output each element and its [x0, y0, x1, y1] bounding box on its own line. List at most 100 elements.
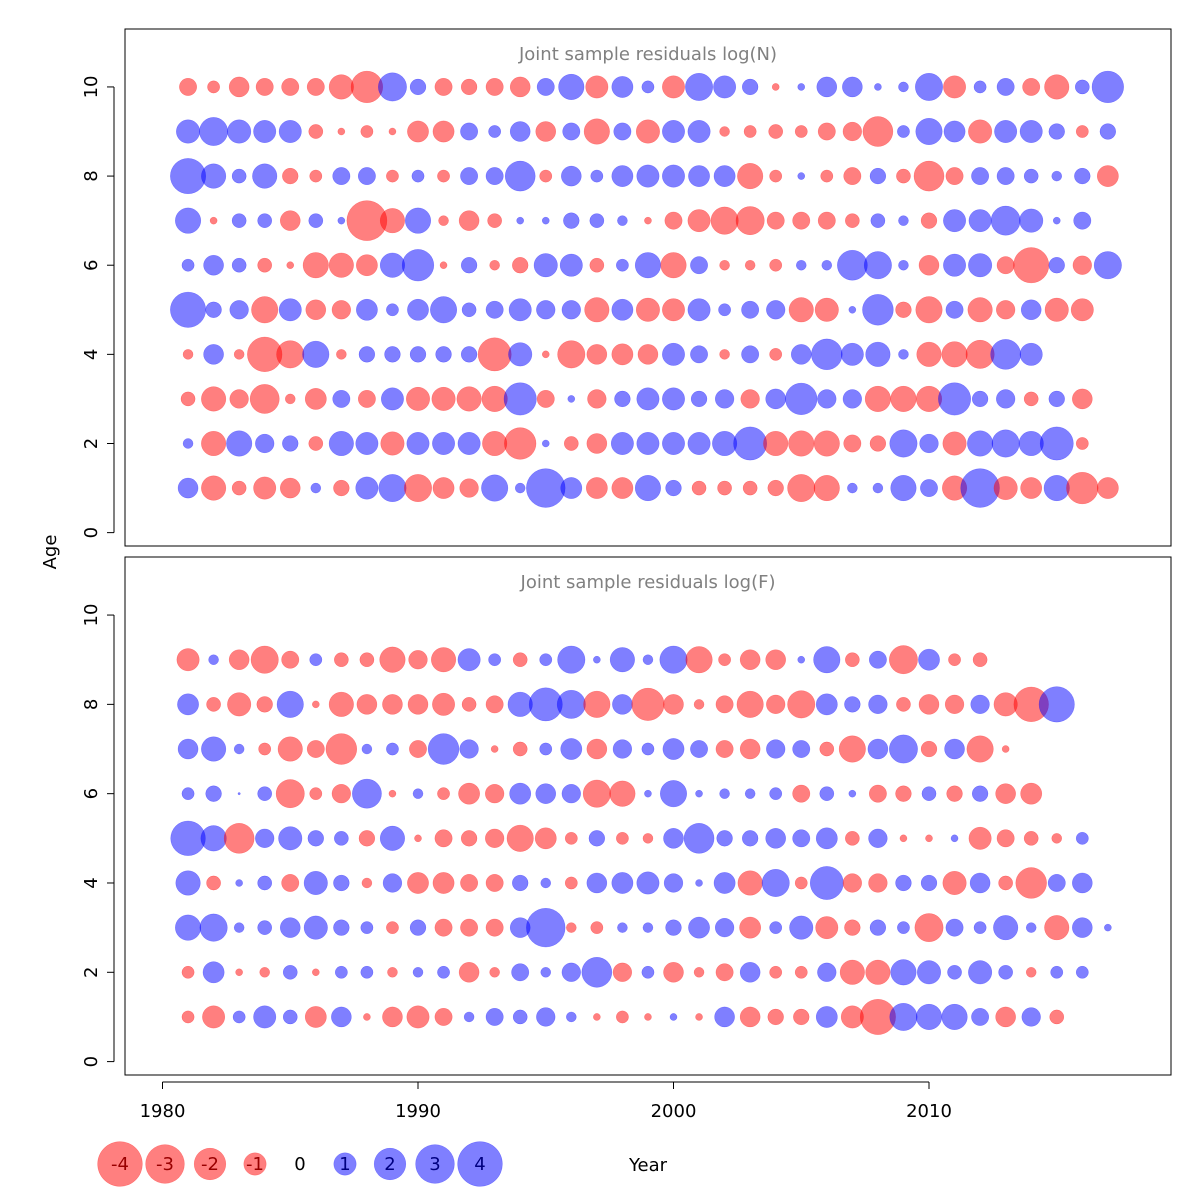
residual-bubble — [1091, 70, 1124, 104]
residual-bubble — [506, 824, 534, 852]
legend-label: 0 — [294, 1154, 305, 1175]
residual-bubble — [328, 430, 354, 457]
residual-bubble — [460, 167, 479, 186]
residual-bubble — [227, 692, 252, 717]
residual-bubble — [768, 124, 784, 139]
residual-bubble — [611, 477, 634, 499]
residual-bubble — [797, 655, 806, 664]
residual-bubble — [662, 387, 685, 411]
residual-bubble — [766, 300, 786, 320]
residual-bubble — [284, 393, 296, 405]
residual-bubble — [170, 820, 206, 856]
residual-bubble — [966, 735, 994, 763]
residual-bubble — [821, 259, 833, 271]
residual-bubble — [566, 922, 577, 933]
residual-bubble — [388, 127, 397, 136]
residual-bubble — [611, 872, 634, 894]
residual-bubble — [998, 875, 1013, 891]
residual-bubble — [276, 690, 304, 718]
residual-bubble — [386, 169, 399, 183]
residual-bubble — [898, 259, 909, 271]
residual-bubble — [386, 742, 399, 756]
panel-log-n: Joint sample residuals log(N) 0 2 4 6 8 10 — [81, 28, 1172, 547]
residual-bubble — [609, 647, 635, 673]
residual-bubble — [690, 390, 708, 408]
residual-bubble — [485, 918, 504, 937]
residual-bubble — [432, 477, 455, 499]
residual-bubble — [792, 211, 811, 230]
residual-bubble — [817, 122, 836, 141]
residual-bubble — [209, 216, 218, 225]
residual-bubble — [556, 689, 586, 719]
residual-bubble — [276, 340, 305, 369]
residual-bubble — [636, 387, 660, 411]
residual-bubble — [744, 259, 756, 271]
residual-bubble — [616, 1010, 629, 1024]
residual-bubble — [228, 76, 250, 98]
residual-bubble — [227, 119, 252, 144]
residual-bubble — [714, 1006, 735, 1028]
residual-bubble — [815, 693, 838, 716]
residual-bubble — [610, 432, 634, 455]
x-axis: 1980 1990 2000 2010 — [140, 1081, 952, 1122]
residual-bubble — [995, 783, 1016, 804]
residual-bubble — [584, 297, 610, 323]
residual-bubble — [305, 299, 327, 321]
residual-bubble — [461, 697, 477, 712]
residual-bubble — [509, 76, 531, 98]
residual-bubble — [356, 254, 378, 277]
residual-bubble — [360, 921, 374, 935]
residual-bubble — [207, 80, 220, 94]
residual-bubble — [916, 341, 942, 367]
residual-bubble — [996, 300, 1016, 320]
residual-bubble — [869, 167, 887, 185]
residual-bubble — [664, 211, 683, 230]
residual-bubble — [434, 829, 453, 848]
residual-bubble — [201, 475, 227, 501]
residual-bubble — [968, 960, 993, 985]
residual-bubble — [257, 213, 273, 228]
residual-bubble — [439, 261, 448, 270]
residual-bubble — [485, 828, 505, 848]
residual-bubble — [1075, 125, 1089, 138]
residual-bubble — [842, 389, 862, 409]
residual-bubble — [586, 433, 608, 454]
residual-bubble — [967, 297, 993, 323]
residual-bubble — [176, 119, 201, 144]
residual-bubble — [233, 349, 245, 360]
residual-bubble — [561, 165, 582, 187]
residual-bubble — [205, 301, 222, 318]
residual-bubble — [771, 83, 780, 91]
residual-bubble — [181, 1010, 195, 1024]
residual-bubble — [282, 964, 298, 980]
residual-bubble — [950, 834, 959, 843]
residual-bubble — [641, 742, 655, 756]
residual-bubble — [844, 696, 861, 713]
residual-bubble — [641, 965, 655, 979]
residual-bubble — [589, 257, 605, 273]
residual-bubble — [710, 206, 739, 235]
residual-bubble — [1044, 915, 1070, 941]
residual-bubble — [437, 787, 450, 801]
residual-bubble — [662, 738, 685, 760]
residual-bubble — [333, 479, 350, 497]
residual-bubble — [769, 787, 783, 801]
residual-bubble — [232, 1010, 246, 1024]
residual-bubble — [769, 258, 783, 272]
residual-bubble — [789, 915, 814, 940]
residual-bubble — [636, 164, 660, 188]
residual-bubble — [1023, 830, 1039, 846]
residual-bubble — [460, 78, 478, 96]
residual-bubble — [539, 169, 553, 183]
legend-label: -1 — [246, 1154, 264, 1175]
residual-bubble — [378, 474, 407, 503]
y-tick-label: 8 — [81, 699, 102, 710]
residual-bubble — [1052, 216, 1061, 225]
residual-bubble — [915, 72, 943, 101]
residual-bubble — [1075, 965, 1089, 979]
residual-bubble — [509, 782, 532, 805]
residual-bubble — [715, 963, 734, 982]
residual-bubble — [767, 1008, 784, 1026]
y-tick-label: 6 — [81, 788, 102, 799]
residual-bubble — [765, 828, 786, 849]
